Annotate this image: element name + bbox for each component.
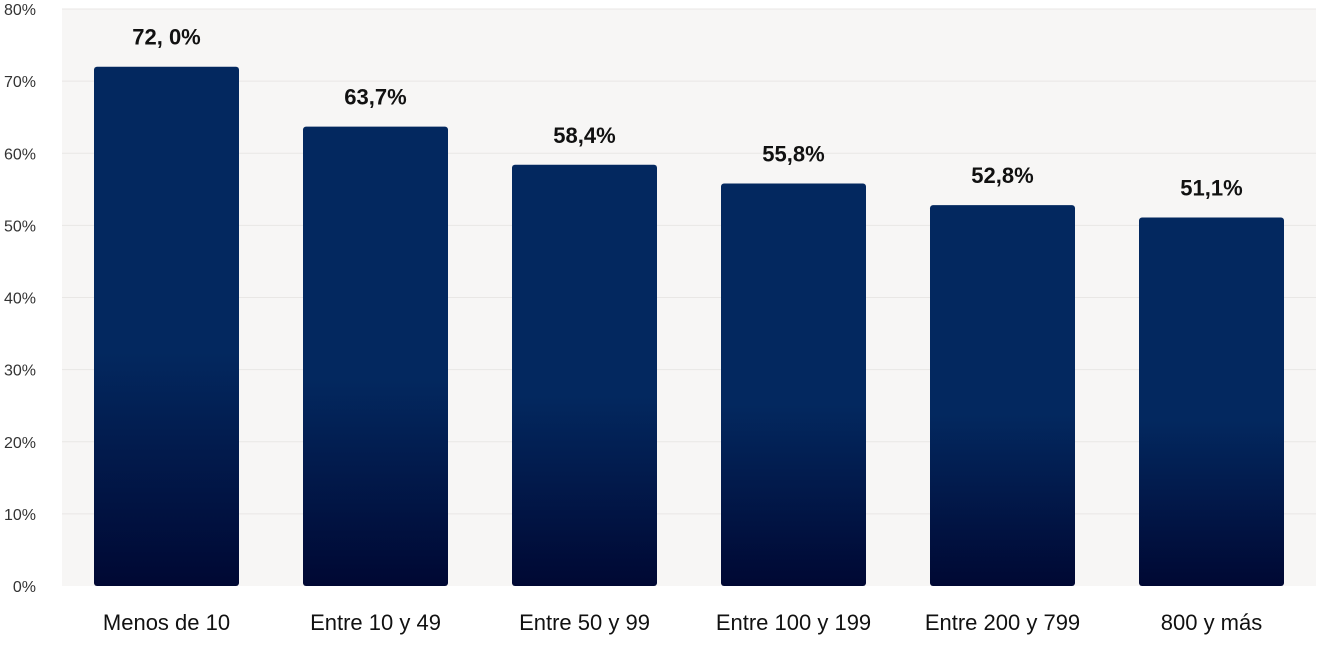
data-label: 58,4% xyxy=(553,123,615,148)
y-tick-label: 20% xyxy=(4,435,36,452)
bar xyxy=(930,205,1075,586)
x-tick-label: Entre 100 y 199 xyxy=(716,610,871,635)
data-label: 52,8% xyxy=(971,163,1033,188)
x-tick-label: 800 y más xyxy=(1161,610,1263,635)
x-axis-tick-labels: Menos de 10 Entre 10 y 49 Entre 50 y 99 Ent… xyxy=(103,610,1262,635)
x-tick-label: Entre 50 y 99 xyxy=(519,610,650,635)
bar xyxy=(512,164,657,587)
bar xyxy=(721,183,866,587)
data-label: 72, 0% xyxy=(132,25,201,50)
y-tick-label: 60% xyxy=(4,146,36,163)
data-labels: 72, 0% 63,7% 58,4% 55,8% 52,8% 51,1% xyxy=(132,25,1242,201)
bars xyxy=(94,66,1284,587)
y-tick-label: 80% xyxy=(4,2,36,19)
y-tick-label: 0% xyxy=(13,579,36,596)
bar xyxy=(303,126,448,586)
y-tick-label: 10% xyxy=(4,507,36,524)
data-label: 51,1% xyxy=(1180,175,1242,200)
y-tick-label: 50% xyxy=(4,218,36,235)
y-axis-tick-labels: 0% 10% 20% 30% 40% 50% 60% 70% 80% xyxy=(4,2,36,596)
gridlines xyxy=(62,8,1316,515)
bar xyxy=(94,66,239,586)
x-tick-label: Entre 200 y 799 xyxy=(925,610,1080,635)
bar xyxy=(1139,217,1284,586)
x-tick-label: Menos de 10 xyxy=(103,610,230,635)
y-tick-label: 30% xyxy=(4,363,36,380)
y-tick-label: 40% xyxy=(4,291,36,308)
data-label: 63,7% xyxy=(344,85,406,110)
data-label: 55,8% xyxy=(762,142,824,167)
x-tick-label: Entre 10 y 49 xyxy=(310,610,441,635)
y-tick-label: 70% xyxy=(4,74,36,91)
